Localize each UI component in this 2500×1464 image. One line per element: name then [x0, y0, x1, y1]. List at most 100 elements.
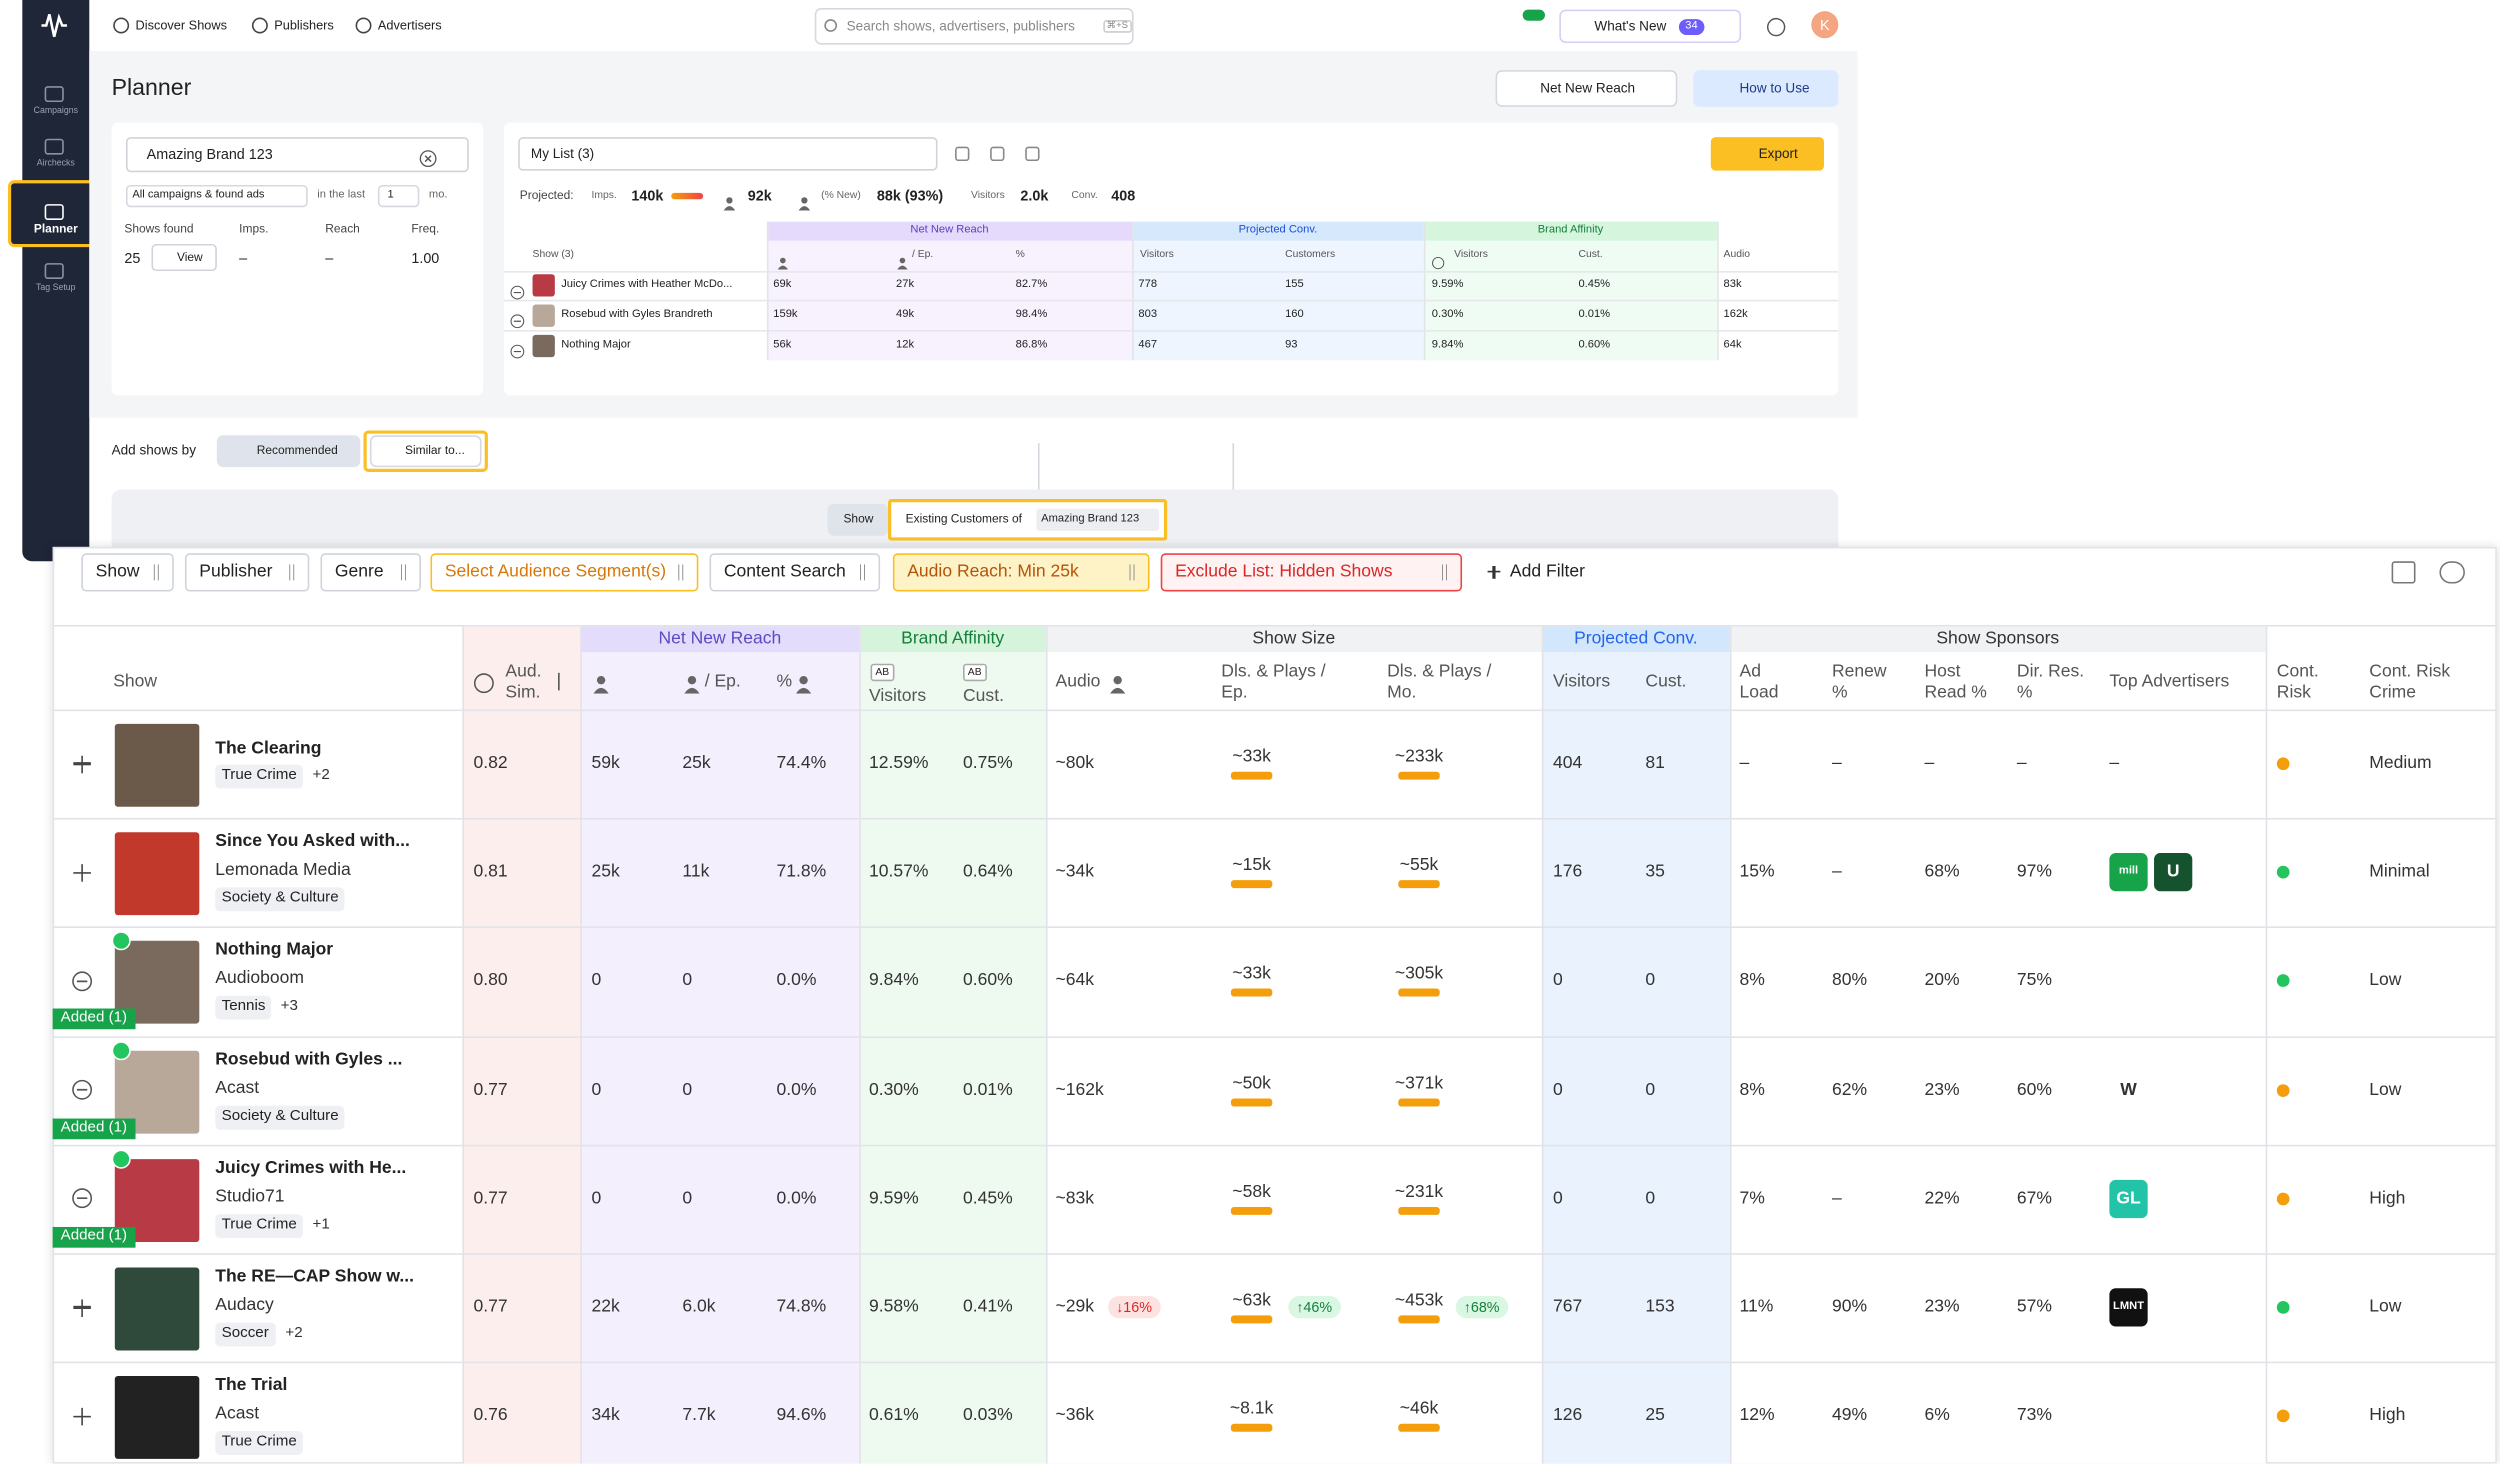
nav-link[interactable]: Discover Shows — [135, 18, 227, 33]
add-filter[interactable]: Add Filter — [1509, 562, 1585, 582]
add-button[interactable] — [81, 863, 84, 882]
cell: 71.8% — [776, 862, 827, 882]
remove-button[interactable] — [72, 1079, 93, 1101]
cell: 74.8% — [776, 1297, 827, 1317]
sidebar-item[interactable]: Tag Setup — [36, 283, 76, 294]
cell: – — [1924, 753, 1935, 773]
column-header: Aud. Sim. — [505, 662, 542, 702]
risk-dot — [2276, 1301, 2290, 1314]
cell: ~83k — [1055, 1188, 1095, 1208]
change-badge: ↑46% — [1288, 1295, 1341, 1319]
search-box[interactable] — [814, 7, 1134, 45]
whats-new[interactable] — [1559, 9, 1742, 44]
person-icon — [682, 673, 701, 694]
size-bar — [1230, 989, 1273, 998]
show-name[interactable]: The Clearing — [215, 739, 322, 759]
show-name[interactable]: Rosebud with Gyles ... — [215, 1049, 403, 1069]
cell: 12.59% — [868, 753, 929, 773]
genre-tag: Soccer — [215, 1322, 276, 1347]
how-to-use-btn[interactable] — [1693, 70, 1839, 107]
scope-select[interactable] — [125, 184, 308, 208]
button-label[interactable]: Similar to... — [404, 442, 465, 458]
brand-select[interactable] — [125, 137, 469, 173]
list-action[interactable] — [955, 146, 970, 162]
show-name[interactable]: Juicy Crimes with He... — [215, 1158, 407, 1178]
filter-button[interactable] — [184, 553, 310, 592]
stat-value: – — [325, 249, 334, 266]
button-label[interactable]: Recommended — [256, 442, 338, 458]
group-header-bg — [580, 626, 860, 653]
sidebar-item[interactable]: Planner — [33, 221, 78, 236]
export-btn[interactable] — [1710, 137, 1824, 171]
recommended-btn[interactable] — [216, 435, 361, 468]
remove-button[interactable] — [72, 971, 93, 992]
size-bar — [1230, 1315, 1273, 1324]
show-name[interactable]: The Trial — [215, 1375, 288, 1395]
remove-button[interactable] — [72, 1188, 93, 1209]
show-name[interactable]: Nothing Major — [215, 940, 334, 960]
stat-value: 1.00 — [411, 249, 440, 266]
filter-button[interactable] — [320, 553, 421, 592]
cell: – — [1831, 1188, 1842, 1208]
add-button[interactable] — [81, 1298, 84, 1317]
cell: 0 — [591, 1079, 602, 1099]
cell: 74.4% — [776, 753, 827, 773]
column-header: Renew % — [1831, 662, 1887, 702]
filter-label[interactable]: Audio Reach: Min 25k — [907, 562, 1079, 582]
button-label[interactable]: Export — [1758, 145, 1798, 162]
toggle — [1522, 9, 1545, 21]
show-name[interactable]: Since You Asked with... — [215, 832, 410, 852]
plus — [1492, 565, 1495, 579]
cell: 75% — [2016, 971, 2053, 991]
sidebar-item[interactable]: Airchecks — [36, 159, 75, 169]
cell: 12k — [896, 338, 915, 350]
view-btn[interactable] — [151, 243, 217, 272]
advertiser-logo-label: GL — [2116, 1188, 2141, 1208]
add-button[interactable] — [81, 1407, 84, 1425]
filter-label[interactable]: Publisher — [199, 562, 273, 582]
cell: 25k — [591, 862, 620, 882]
publisher: Lemonada Media — [215, 860, 351, 880]
column-bg — [1045, 626, 1542, 1464]
side-icon — [44, 263, 64, 280]
sidebar-item[interactable]: Campaigns — [33, 106, 78, 117]
show-name[interactable]: The RE—CAP Show w... — [215, 1267, 415, 1287]
button-label[interactable]: Net New Reach — [1540, 79, 1636, 96]
advertiser-logo — [2109, 1070, 2148, 1110]
button-label[interactable]: How to Use — [1739, 79, 1810, 96]
nav-link[interactable]: Publishers — [274, 18, 334, 33]
filter-label[interactable]: Select Audience Segment(s) — [444, 562, 667, 582]
filter-button[interactable] — [709, 553, 881, 592]
metric: 140k — [631, 187, 664, 204]
period-select[interactable] — [377, 184, 420, 208]
net-new-reach-btn[interactable] — [1495, 70, 1678, 107]
filter-label[interactable]: Exclude List: Hidden Shows — [1175, 562, 1393, 582]
filter-label[interactable]: Genre — [334, 562, 384, 582]
list-select[interactable] — [518, 137, 938, 171]
add-button[interactable] — [81, 754, 84, 773]
cell: 159k — [773, 308, 798, 320]
pill-label[interactable]: Show — [843, 511, 874, 526]
list-action[interactable] — [990, 146, 1005, 162]
filter-label[interactable]: Show — [95, 562, 140, 582]
button-label[interactable]: View — [176, 249, 203, 265]
similar-btn[interactable] — [363, 430, 488, 472]
download-icon[interactable] — [2439, 561, 2465, 584]
cell: 25 — [1645, 1406, 1665, 1426]
cell: 160 — [1285, 308, 1304, 320]
cell: 0.60% — [1578, 338, 1611, 350]
column-header: Customers — [1285, 249, 1336, 261]
brand-icon — [1432, 249, 1445, 270]
list-action[interactable] — [1025, 146, 1040, 162]
change-badge: ↑68% — [1455, 1295, 1508, 1319]
filter-button[interactable] — [430, 553, 699, 592]
filter-label[interactable]: Content Search — [723, 562, 846, 582]
nav-link[interactable]: Advertisers — [377, 18, 442, 33]
filter-button[interactable] — [892, 553, 1150, 592]
show-pill[interactable] — [827, 503, 889, 536]
filter-button[interactable] — [1160, 553, 1463, 592]
column-header: Cust. — [1578, 249, 1603, 261]
columns-icon[interactable] — [2391, 561, 2416, 584]
cell: 0.03% — [963, 1406, 1013, 1426]
